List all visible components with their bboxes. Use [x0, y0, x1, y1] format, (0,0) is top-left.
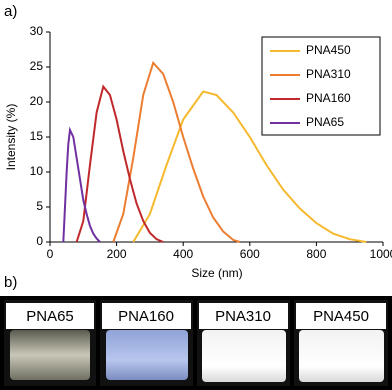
- panel-label: b): [4, 274, 17, 291]
- photo-label: PNA65: [26, 308, 74, 325]
- x-tick-label: 0: [47, 247, 54, 261]
- x-tick-label: 800: [306, 247, 326, 261]
- x-axis-label: Size (nm): [191, 266, 242, 280]
- y-tick-label: 10: [30, 164, 44, 178]
- vial: [106, 330, 188, 380]
- line-series: [132, 90, 367, 243]
- x-tick-label: 400: [173, 247, 193, 261]
- legend-label: PNA450: [306, 43, 351, 57]
- y-tick-label: 20: [30, 94, 44, 108]
- photo-label: PNA310: [215, 308, 271, 325]
- photo-label: PNA450: [313, 308, 369, 325]
- legend-label: PNA310: [306, 67, 351, 81]
- x-tick-label: 600: [240, 247, 260, 261]
- label-box: [102, 303, 191, 329]
- y-tick-label: 15: [30, 129, 44, 143]
- y-tick-label: 5: [36, 199, 43, 213]
- vial: [299, 330, 384, 382]
- legend-box: [261, 36, 381, 136]
- y-tick-label: 25: [30, 59, 44, 73]
- photos: PNA65 PNA160 PNA310 PNA450: [0, 296, 392, 390]
- vial: [10, 330, 90, 380]
- line-series: [75, 84, 164, 243]
- x-tick-label: 200: [107, 247, 127, 261]
- label-box: [6, 303, 94, 329]
- line-series: [62, 126, 101, 243]
- line-series: [112, 60, 241, 243]
- y-axis-label: Intensity (%): [4, 104, 18, 171]
- x-tick-label: 1000: [370, 247, 392, 261]
- vial: [202, 330, 286, 382]
- photo-label: PNA160: [118, 308, 174, 325]
- legend-label: PNA160: [306, 91, 351, 105]
- y-tick-label: 0: [36, 234, 43, 248]
- label-box: [296, 303, 386, 329]
- legend-label: PNA65: [306, 115, 344, 129]
- y-tick-label: 30: [30, 24, 44, 38]
- label-box: [199, 303, 288, 329]
- panel-label: a): [4, 3, 17, 20]
